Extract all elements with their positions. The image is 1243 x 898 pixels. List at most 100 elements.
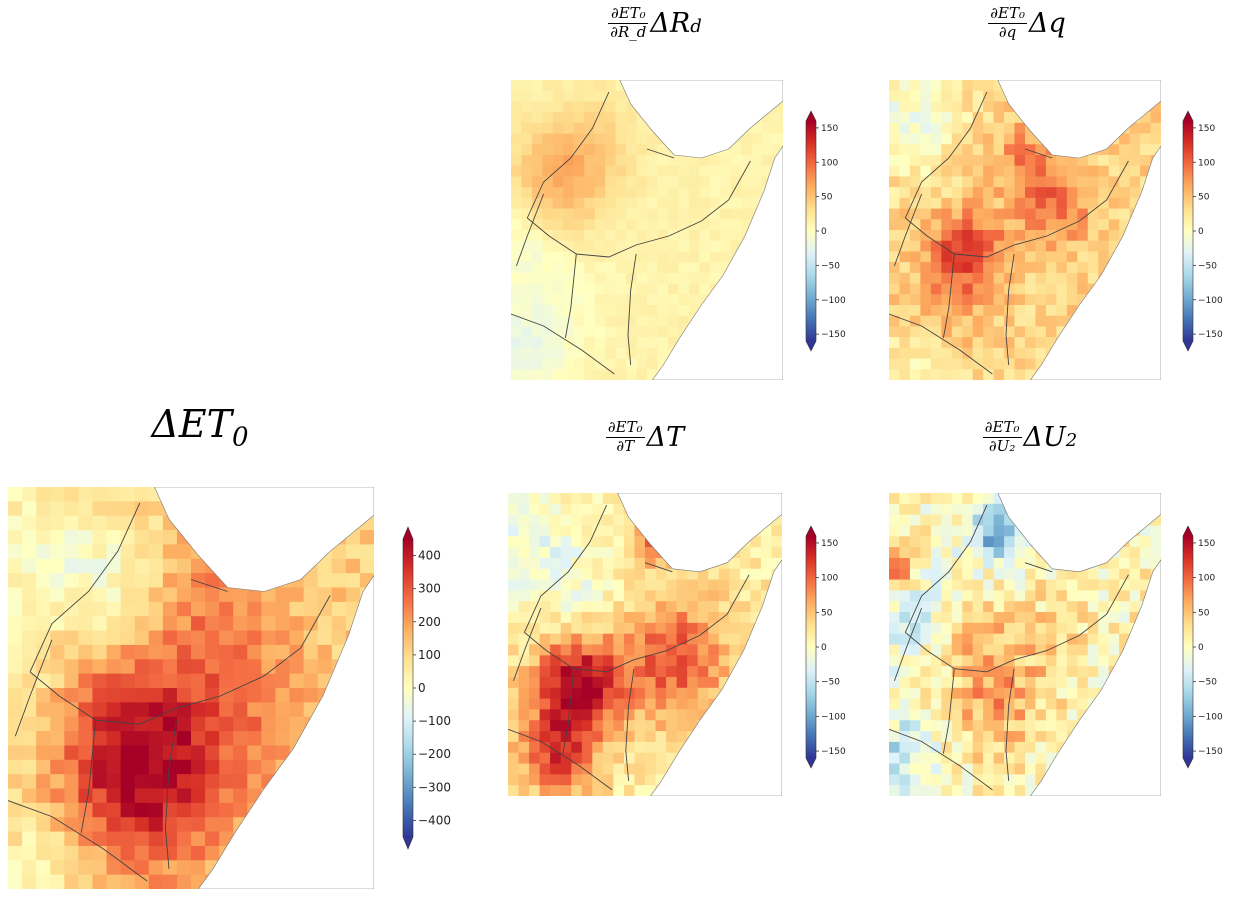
panel-title: ∂ET₀ ∂U₂ ΔU2	[955, 419, 1105, 455]
heatmap-svg	[889, 80, 1161, 380]
heatmap-cell	[529, 601, 541, 613]
heatmap-cell	[1066, 590, 1078, 602]
heatmap-cell	[657, 294, 669, 306]
heatmap-cell	[899, 197, 911, 210]
heatmap-cell	[636, 337, 648, 349]
country-border	[644, 562, 673, 573]
heatmap-cell	[1025, 187, 1037, 199]
heatmap-cell	[889, 90, 901, 103]
heatmap-cell	[539, 493, 551, 505]
heatmap-cell	[626, 262, 638, 274]
heatmap-cell	[529, 666, 541, 678]
heatmap-cell	[552, 101, 564, 113]
heatmap-cell	[518, 666, 530, 678]
heatmap-cell	[106, 515, 122, 531]
heatmap-cell	[1045, 251, 1057, 263]
heatmap-cell	[730, 219, 742, 231]
heatmap-cell	[162, 802, 178, 818]
heatmap-cell	[120, 673, 136, 689]
heatmap-cell	[581, 698, 593, 711]
heatmap-cell	[983, 536, 995, 548]
heatmap-cell	[1045, 176, 1057, 188]
heatmap-cell	[120, 731, 136, 747]
heatmap-cell	[1129, 133, 1141, 145]
heatmap-cell	[1108, 644, 1120, 656]
heatmap-cell	[697, 633, 709, 646]
heatmap-cell	[8, 831, 23, 847]
heatmap-cell	[708, 633, 720, 646]
heatmap-cell	[78, 558, 94, 574]
heatmap-cell	[191, 716, 206, 732]
heatmap-cell	[22, 544, 37, 560]
heatmap-cell	[106, 601, 122, 617]
heatmap-cell	[941, 133, 953, 145]
heatmap-cell	[657, 155, 669, 167]
heatmap-cell	[636, 197, 648, 210]
heatmap-cell	[539, 590, 551, 602]
heatmap-cell	[1108, 208, 1120, 220]
colorbar-tick-label: 150	[821, 124, 838, 134]
heatmap-cell	[191, 860, 206, 876]
heatmap-cell	[889, 590, 901, 602]
heatmap-cell	[962, 155, 974, 167]
heatmap-cell	[930, 294, 942, 306]
heatmap-cell	[972, 262, 984, 274]
heatmap-cell	[899, 503, 911, 516]
heatmap-cell	[162, 688, 178, 703]
country-border	[905, 574, 1129, 673]
heatmap-cell	[531, 347, 543, 360]
heatmap-cell	[120, 601, 136, 617]
heatmap-cell	[120, 544, 136, 560]
heatmap-cell	[930, 326, 942, 338]
heatmap-cell	[645, 644, 657, 656]
country-border	[1005, 668, 1015, 781]
heatmap-cell	[899, 568, 911, 581]
heatmap-cell	[899, 283, 911, 295]
heatmap-cell	[709, 176, 721, 188]
heatmap-cell	[92, 601, 108, 617]
heatmap-cell	[539, 503, 551, 516]
heatmap-cell	[1004, 536, 1016, 548]
heatmap-cell	[657, 144, 669, 156]
heatmap-cell	[162, 731, 178, 747]
heatmap-cell	[626, 176, 638, 188]
heatmap-cell	[571, 633, 583, 646]
heatmap-cell	[508, 785, 520, 796]
heatmap-cell	[1108, 165, 1120, 178]
heatmap-cell	[106, 845, 122, 861]
heatmap-cell	[261, 745, 277, 761]
heatmap-cell	[909, 347, 921, 360]
heatmap-cell	[720, 219, 732, 231]
heatmap-cell	[1129, 601, 1141, 613]
heatmap-cell	[191, 745, 206, 761]
heatmap-cell	[699, 208, 711, 220]
heatmap-cell	[920, 503, 932, 516]
heatmap-cell	[708, 612, 720, 624]
heatmap-cell	[50, 874, 65, 889]
heatmap-cell	[909, 155, 921, 167]
heatmap-cell	[531, 155, 543, 167]
heatmap-cell	[602, 687, 614, 700]
heatmap-cell	[647, 315, 659, 328]
heatmap-cell	[962, 101, 974, 113]
heatmap-cell	[120, 530, 136, 546]
heatmap-cell	[941, 347, 953, 360]
heatmap-cell	[678, 294, 690, 306]
heatmap-cell	[205, 817, 220, 833]
heatmap-cell	[920, 133, 932, 145]
heatmap-cell	[539, 709, 551, 721]
heatmap-cell	[699, 155, 711, 167]
heatmap-cell	[1087, 655, 1099, 667]
heatmap-cell	[205, 673, 220, 689]
heatmap-cell	[1129, 122, 1141, 135]
heatmap-cell	[303, 688, 319, 703]
heatmap-cell	[1129, 536, 1141, 548]
heatmap-cell	[623, 590, 636, 602]
title-fraction: ∂ET₀ ∂U₂	[982, 419, 1022, 455]
heatmap-cell	[1004, 547, 1016, 559]
heatmap-cell	[930, 785, 942, 796]
heatmap-cell	[529, 536, 541, 548]
heatmap-cell	[889, 633, 901, 646]
heatmap-cell	[176, 788, 192, 804]
heatmap-cell	[511, 112, 523, 124]
